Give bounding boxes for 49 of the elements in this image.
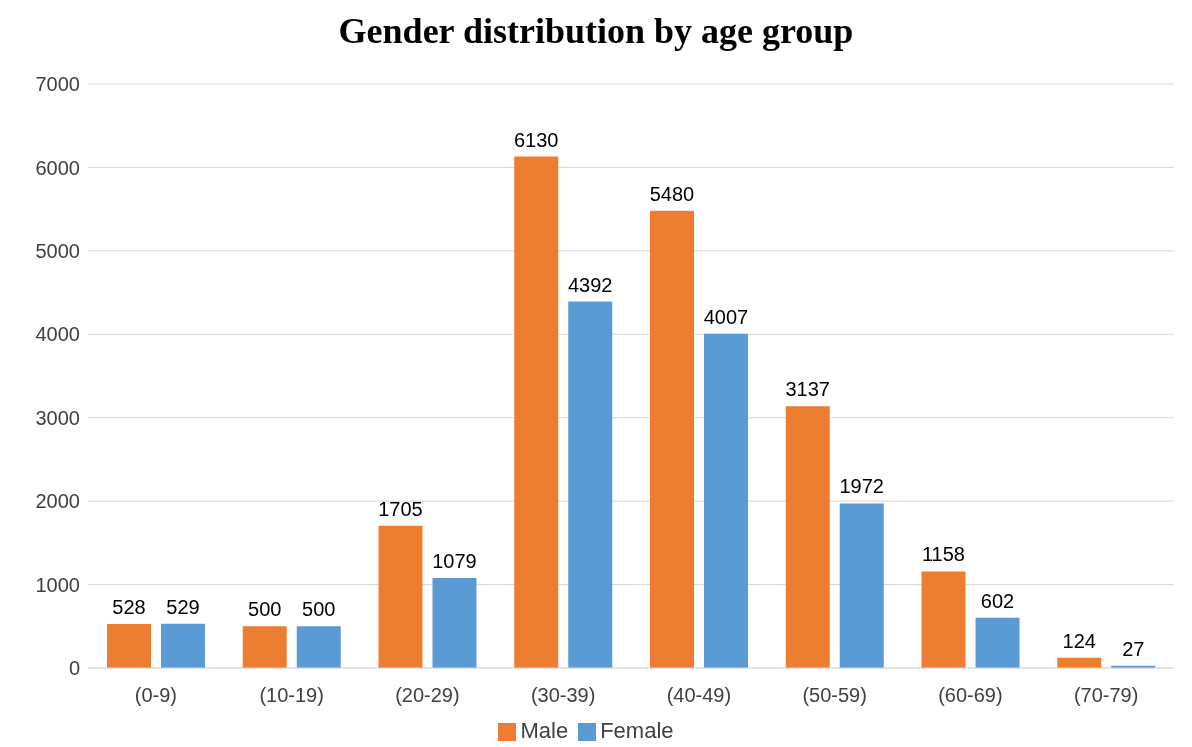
x-tick-label: (10-19) [259,684,324,707]
y-tick-label: 6000 [35,156,80,179]
data-label: 4007 [703,305,749,328]
bar [161,623,206,668]
legend-label: Male [520,718,569,743]
bar [650,210,695,668]
bar [921,571,966,668]
data-label: 4392 [568,273,613,296]
data-label: 1158 [922,543,966,566]
y-tick-label: 0 [68,657,80,680]
bar [514,156,559,668]
x-tick-label: (70-79) [1073,684,1139,707]
bar [296,626,341,668]
y-tick-label: 7000 [35,73,80,96]
y-tick-label: 1000 [35,573,80,596]
x-tick-label: (30-39) [530,684,596,707]
bar [568,301,613,668]
data-label: 500 [302,598,336,621]
data-label: 3137 [785,378,831,401]
bar [839,503,884,668]
data-label: 529 [166,595,200,618]
bar [242,626,287,668]
data-label: 1705 [378,497,423,520]
bar [704,333,749,668]
bar [107,623,152,668]
data-label: 27 [1122,637,1145,660]
y-tick-label: 4000 [35,323,80,346]
data-label: 1079 [432,549,477,572]
data-label: 500 [248,598,282,621]
data-label: 602 [980,589,1015,612]
x-tick-label: (20-29) [395,684,460,707]
bar [785,406,830,668]
data-label: 6130 [514,128,559,151]
bar [975,617,1020,668]
data-label: 528 [112,595,146,618]
x-tick-label: (40-49) [666,684,732,707]
bar [378,525,423,668]
y-tick-label: 3000 [35,406,80,429]
data-label: 5480 [649,182,695,205]
legend-label: Female [600,718,674,743]
x-tick-label: (60-69) [938,684,1003,707]
data-label: 124 [1062,629,1096,652]
y-tick-label: 5000 [35,239,80,262]
x-tick-label: (50-59) [802,684,867,707]
x-tick-label: (0-9) [134,684,177,707]
bar [432,577,477,668]
y-tick-label: 2000 [35,490,80,513]
data-label: 1972 [839,475,885,498]
chart-title: Gender distribution by age group [337,10,855,53]
